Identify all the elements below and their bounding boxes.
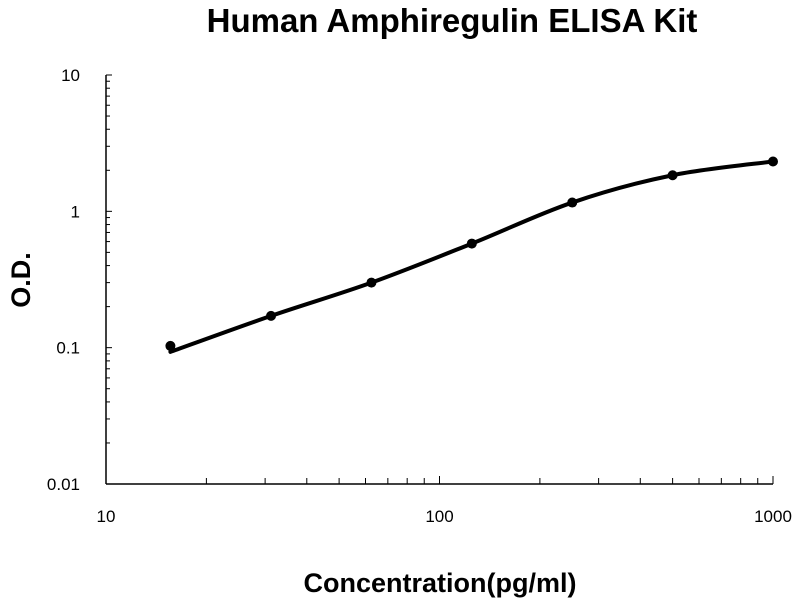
fit-curve [168,159,775,354]
x-tick-label: 10 [97,507,116,526]
data-point [466,238,477,249]
x-tick-label: 100 [425,507,453,526]
data-point [165,340,176,351]
axes [105,74,774,485]
data-point [667,170,678,181]
y-tick-label: 0.1 [56,339,80,358]
chart-title: Human Amphiregulin ELISA Kit [207,2,698,39]
tick-labels: 0.01 0.1 1 10 10 100 1000 [47,66,792,526]
data-point [567,197,578,208]
x-axis-label: Concentration(pg/ml) [304,568,577,598]
data-point [768,156,778,167]
y-tick-label: 0.01 [47,475,80,494]
data-point [366,277,377,288]
x-tick-label: 1000 [754,507,792,526]
y-tick-label: 1 [71,202,80,221]
y-tick-label: 10 [61,66,80,85]
y-axis-label: O.D. [6,252,36,308]
plot-area [165,156,778,354]
data-point [266,310,277,321]
